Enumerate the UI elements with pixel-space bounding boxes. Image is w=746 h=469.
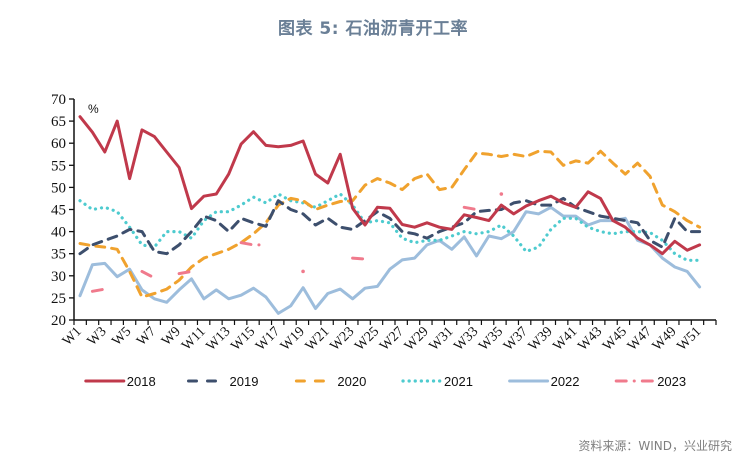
x-tick-label: W41 [551,324,581,354]
x-tick-label: W39 [526,324,556,354]
x-tick-label: W31 [427,324,457,354]
x-tick-label: W15 [228,324,258,354]
x-tick-label: W47 [625,324,655,354]
y-tick-label: 65 [51,114,66,130]
series-line-2023 [177,269,193,276]
series-line-2021 [78,192,702,262]
legend: 2018 2019 2020 2021 2022 2023 [84,374,686,389]
x-tick-label: W43 [575,324,605,354]
x-tick-label: W11 [179,324,208,353]
unit-label: % [88,102,99,116]
y-tick-label: 30 [51,269,66,285]
series-line-2023 [239,241,268,247]
y-tick-label: 35 [51,247,66,263]
y-tick-label: 55 [51,158,66,174]
series-line-2018 [78,115,702,256]
y-tick-label: 70 [51,92,66,108]
x-tick-label: W13 [204,324,234,354]
x-tick-label: W19 [278,324,308,354]
x-tick-label: W21 [303,324,333,354]
legend-item-2021: 2021 [401,374,473,389]
series-2019 [78,196,702,256]
series-2020 [78,149,702,299]
series-line-2020 [78,149,702,299]
x-tick-label: W49 [650,324,680,354]
x-tick-label: W5 [109,324,134,349]
y-tick-label: 50 [51,180,66,196]
series-2022 [78,205,702,315]
legend-item-2023: 2023 [614,374,686,389]
series-layer [78,115,702,315]
legend-label: 2018 [127,374,156,389]
x-tick-label: W7 [134,324,159,349]
series-2018 [78,115,702,256]
series-2023 [90,192,504,293]
series-line-2023 [90,287,107,293]
series-point-2023 [499,192,504,196]
series-line-2022 [78,205,702,315]
series-line-2023 [140,269,156,280]
chart-title: 图表 5: 石油沥青开工率 [278,19,468,39]
x-tick-label: W3 [85,324,110,349]
x-tick-label: W51 [675,324,705,354]
x-tick-label: W37 [501,324,531,354]
series-2021 [78,192,702,262]
legend-label: 2019 [230,374,259,389]
x-tick-label: W33 [452,324,482,354]
legend-label: 2021 [444,374,473,389]
series-line-2023 [462,205,478,211]
legend-item-2019: 2019 [187,374,259,389]
y-tick-label: 25 [51,291,66,307]
x-tick-label: W29 [402,324,432,354]
series-point-2023 [301,269,305,274]
legend-item-2022: 2022 [508,374,580,389]
y-tick-label: 20 [51,313,66,329]
y-tick-label: 45 [51,203,66,219]
y-tick-label: 60 [51,136,66,152]
series-line-2023 [351,256,367,261]
x-tick-label: W25 [352,324,382,354]
x-tick-label: W27 [377,324,407,354]
x-tick-label: W17 [253,324,283,354]
legend-item-2020: 2020 [294,374,366,389]
x-tick-label: W23 [328,324,358,354]
legend-label: 2023 [657,374,686,389]
x-tick-label: W45 [600,324,630,354]
legend-item-2018: 2018 [84,374,156,389]
source-note: 资料来源：WIND，兴业研究 [578,439,732,453]
series-line-2019 [78,196,702,256]
x-tick-label: W35 [476,324,506,354]
legend-label: 2022 [551,374,580,389]
legend-label: 2020 [337,374,366,389]
y-tick-label: 40 [51,225,66,241]
